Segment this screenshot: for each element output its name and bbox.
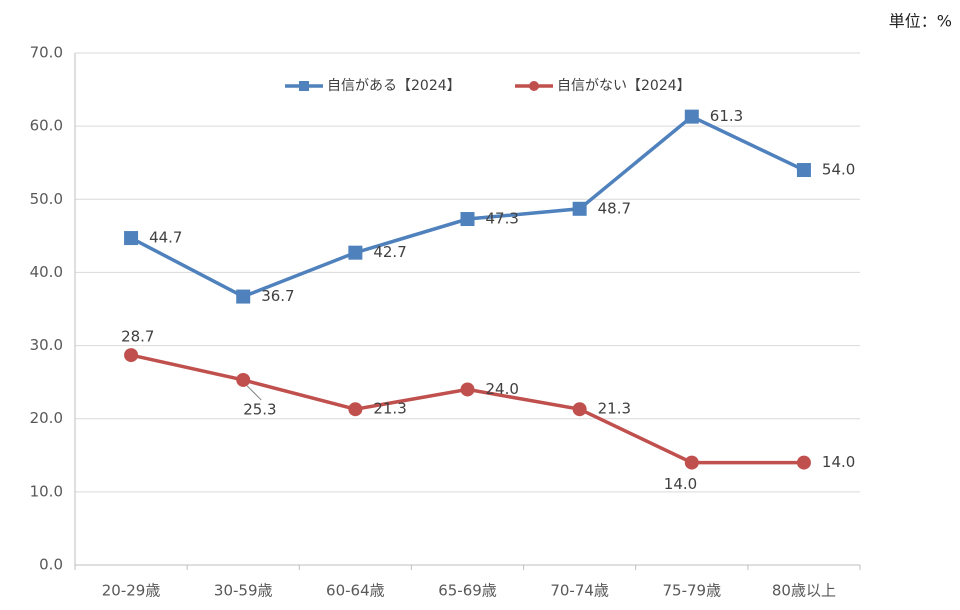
x-tick-label: 20-29歳 bbox=[102, 582, 161, 600]
data-label: 14.0 bbox=[664, 475, 697, 493]
point bbox=[348, 245, 363, 260]
point bbox=[124, 348, 139, 363]
data-label: 28.7 bbox=[121, 328, 154, 346]
y-tick-label: 70.0 bbox=[30, 44, 63, 62]
legend-marker bbox=[529, 81, 539, 91]
series-line bbox=[130, 353, 804, 465]
x-tick-label: 75-79歳 bbox=[662, 582, 721, 600]
point bbox=[572, 402, 587, 417]
point bbox=[348, 402, 363, 417]
data-label: 24.0 bbox=[486, 380, 519, 398]
leader-line bbox=[246, 385, 262, 401]
x-tick-label: 30-59歳 bbox=[214, 582, 273, 600]
data-label: 44.7 bbox=[149, 229, 182, 247]
y-tick-label: 30.0 bbox=[30, 336, 63, 354]
point bbox=[460, 382, 475, 397]
point bbox=[796, 455, 811, 470]
point bbox=[236, 372, 251, 387]
y-tick-label: 10.0 bbox=[30, 482, 63, 500]
point bbox=[684, 109, 699, 124]
legend-label: 自信がない【2024】 bbox=[557, 78, 691, 94]
point bbox=[796, 163, 811, 178]
series-line bbox=[130, 114, 805, 299]
data-label: 42.7 bbox=[373, 243, 406, 261]
x-tick-label: 65-69歳 bbox=[438, 582, 497, 600]
y-tick-label: 40.0 bbox=[30, 263, 63, 281]
point bbox=[236, 289, 251, 304]
point bbox=[572, 201, 587, 216]
y-tick-label: 20.0 bbox=[30, 409, 63, 427]
data-label: 21.3 bbox=[598, 400, 631, 418]
y-tick-label: 60.0 bbox=[30, 117, 63, 135]
point bbox=[124, 231, 139, 246]
data-label: 14.0 bbox=[822, 453, 855, 471]
x-tick-label: 80歳以上 bbox=[772, 582, 836, 600]
data-label: 36.7 bbox=[261, 287, 294, 305]
data-label: 47.3 bbox=[486, 210, 519, 228]
data-label: 21.3 bbox=[373, 400, 406, 418]
y-tick-label: 50.0 bbox=[30, 190, 63, 208]
legend-label: 自信がある【2024】 bbox=[327, 78, 461, 94]
unit-label: 単位：% bbox=[889, 12, 952, 31]
data-label: 54.0 bbox=[822, 161, 855, 179]
x-tick-label: 70-74歳 bbox=[550, 582, 609, 600]
point bbox=[460, 212, 475, 227]
y-tick-label: 0.0 bbox=[39, 556, 63, 574]
legend-marker bbox=[299, 81, 309, 91]
data-label: 25.3 bbox=[243, 400, 276, 418]
data-label: 48.7 bbox=[598, 199, 631, 217]
data-label: 61.3 bbox=[710, 107, 743, 125]
x-tick-label: 60-64歳 bbox=[326, 582, 385, 600]
point bbox=[684, 455, 699, 470]
